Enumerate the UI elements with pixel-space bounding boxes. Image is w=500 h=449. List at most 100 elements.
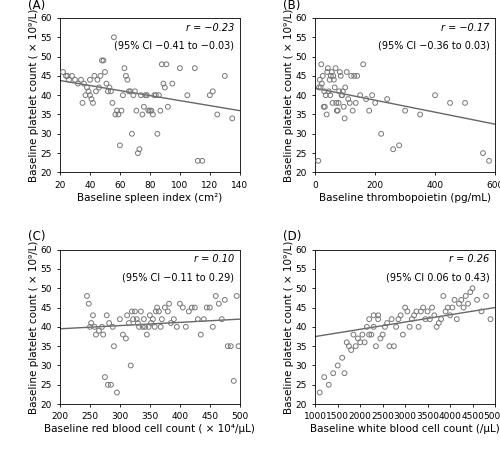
Point — [462, 292, 470, 299]
Point — [455, 300, 463, 307]
Point — [112, 111, 120, 118]
Point — [154, 130, 162, 137]
Point — [468, 285, 476, 292]
Point — [126, 362, 134, 369]
Point — [233, 292, 241, 299]
Point — [408, 316, 416, 323]
Point — [383, 96, 391, 103]
Point — [62, 72, 70, 79]
Point — [330, 76, 338, 84]
Point — [224, 343, 232, 350]
Point — [116, 142, 124, 149]
Point — [388, 316, 396, 323]
Point — [119, 331, 127, 338]
Point — [134, 150, 142, 157]
Point — [228, 115, 236, 122]
Point — [132, 107, 140, 114]
Point — [404, 308, 411, 315]
Text: r = −0.23: r = −0.23 — [186, 22, 234, 33]
Point — [188, 304, 196, 311]
Point — [321, 103, 329, 110]
Point — [107, 381, 115, 388]
Point — [164, 103, 172, 110]
Point — [197, 331, 205, 338]
Point — [110, 34, 118, 41]
Text: (95% CI 0.06 to 0.43): (95% CI 0.06 to 0.43) — [386, 272, 490, 282]
Point — [105, 319, 113, 326]
Point — [86, 92, 94, 99]
Point — [390, 343, 398, 350]
Y-axis label: Baseline platelet count ( × 10⁹/L): Baseline platelet count ( × 10⁹/L) — [29, 240, 39, 414]
Point — [386, 343, 394, 350]
Point — [353, 72, 361, 79]
Point — [140, 103, 148, 110]
Point — [155, 308, 163, 315]
Point — [401, 304, 409, 311]
Point — [365, 316, 373, 323]
Point — [119, 92, 127, 99]
Point — [324, 88, 332, 95]
Point — [215, 300, 223, 307]
Point — [392, 323, 400, 330]
Point — [104, 88, 112, 95]
Point — [227, 343, 235, 350]
Point — [92, 88, 100, 95]
Point — [140, 316, 148, 323]
Point — [326, 76, 334, 84]
Text: (95% CI −0.11 to 0.29): (95% CI −0.11 to 0.29) — [122, 272, 234, 282]
Point — [71, 76, 79, 84]
Point — [65, 76, 73, 84]
Point — [431, 92, 439, 99]
Point — [143, 331, 151, 338]
Point — [125, 319, 133, 326]
Point — [316, 84, 324, 91]
Point — [326, 92, 334, 99]
Point — [315, 84, 323, 91]
Point — [84, 88, 92, 95]
Point — [158, 61, 166, 68]
Point — [374, 312, 382, 319]
Point — [381, 323, 389, 330]
Point — [88, 96, 96, 103]
Point — [143, 92, 151, 99]
Point — [363, 323, 371, 330]
Point — [430, 312, 438, 319]
Point — [442, 308, 450, 315]
Point — [360, 339, 368, 346]
Point — [414, 323, 422, 330]
Point — [146, 312, 154, 319]
Point — [218, 316, 226, 323]
Point — [450, 296, 458, 304]
Point — [68, 72, 76, 79]
Point — [221, 72, 229, 79]
Point — [396, 312, 404, 319]
Point — [320, 374, 328, 381]
Point — [479, 150, 487, 157]
Point — [173, 323, 181, 330]
Point — [416, 111, 424, 118]
Point — [448, 304, 456, 311]
Point — [126, 88, 134, 95]
Point — [142, 92, 150, 99]
Point — [389, 145, 397, 153]
Point — [374, 316, 382, 323]
Point — [340, 103, 347, 110]
Point — [424, 308, 432, 315]
Point — [329, 72, 337, 79]
Point — [230, 377, 238, 384]
X-axis label: Baseline red blood cell count ( × 10⁴/μL): Baseline red blood cell count ( × 10⁴/μL… — [44, 424, 256, 434]
Point — [342, 339, 350, 346]
Point — [80, 80, 88, 87]
Point — [317, 61, 325, 68]
Point — [148, 107, 156, 114]
Point — [336, 68, 344, 75]
Point — [473, 296, 481, 304]
Point — [365, 331, 373, 338]
Point — [138, 111, 146, 118]
X-axis label: Baseline thrombopoietin (pg/mL): Baseline thrombopoietin (pg/mL) — [319, 193, 491, 202]
Point — [370, 312, 378, 319]
Point — [170, 316, 178, 323]
Point — [336, 72, 344, 79]
Text: (A): (A) — [28, 0, 45, 12]
Point — [194, 157, 202, 164]
